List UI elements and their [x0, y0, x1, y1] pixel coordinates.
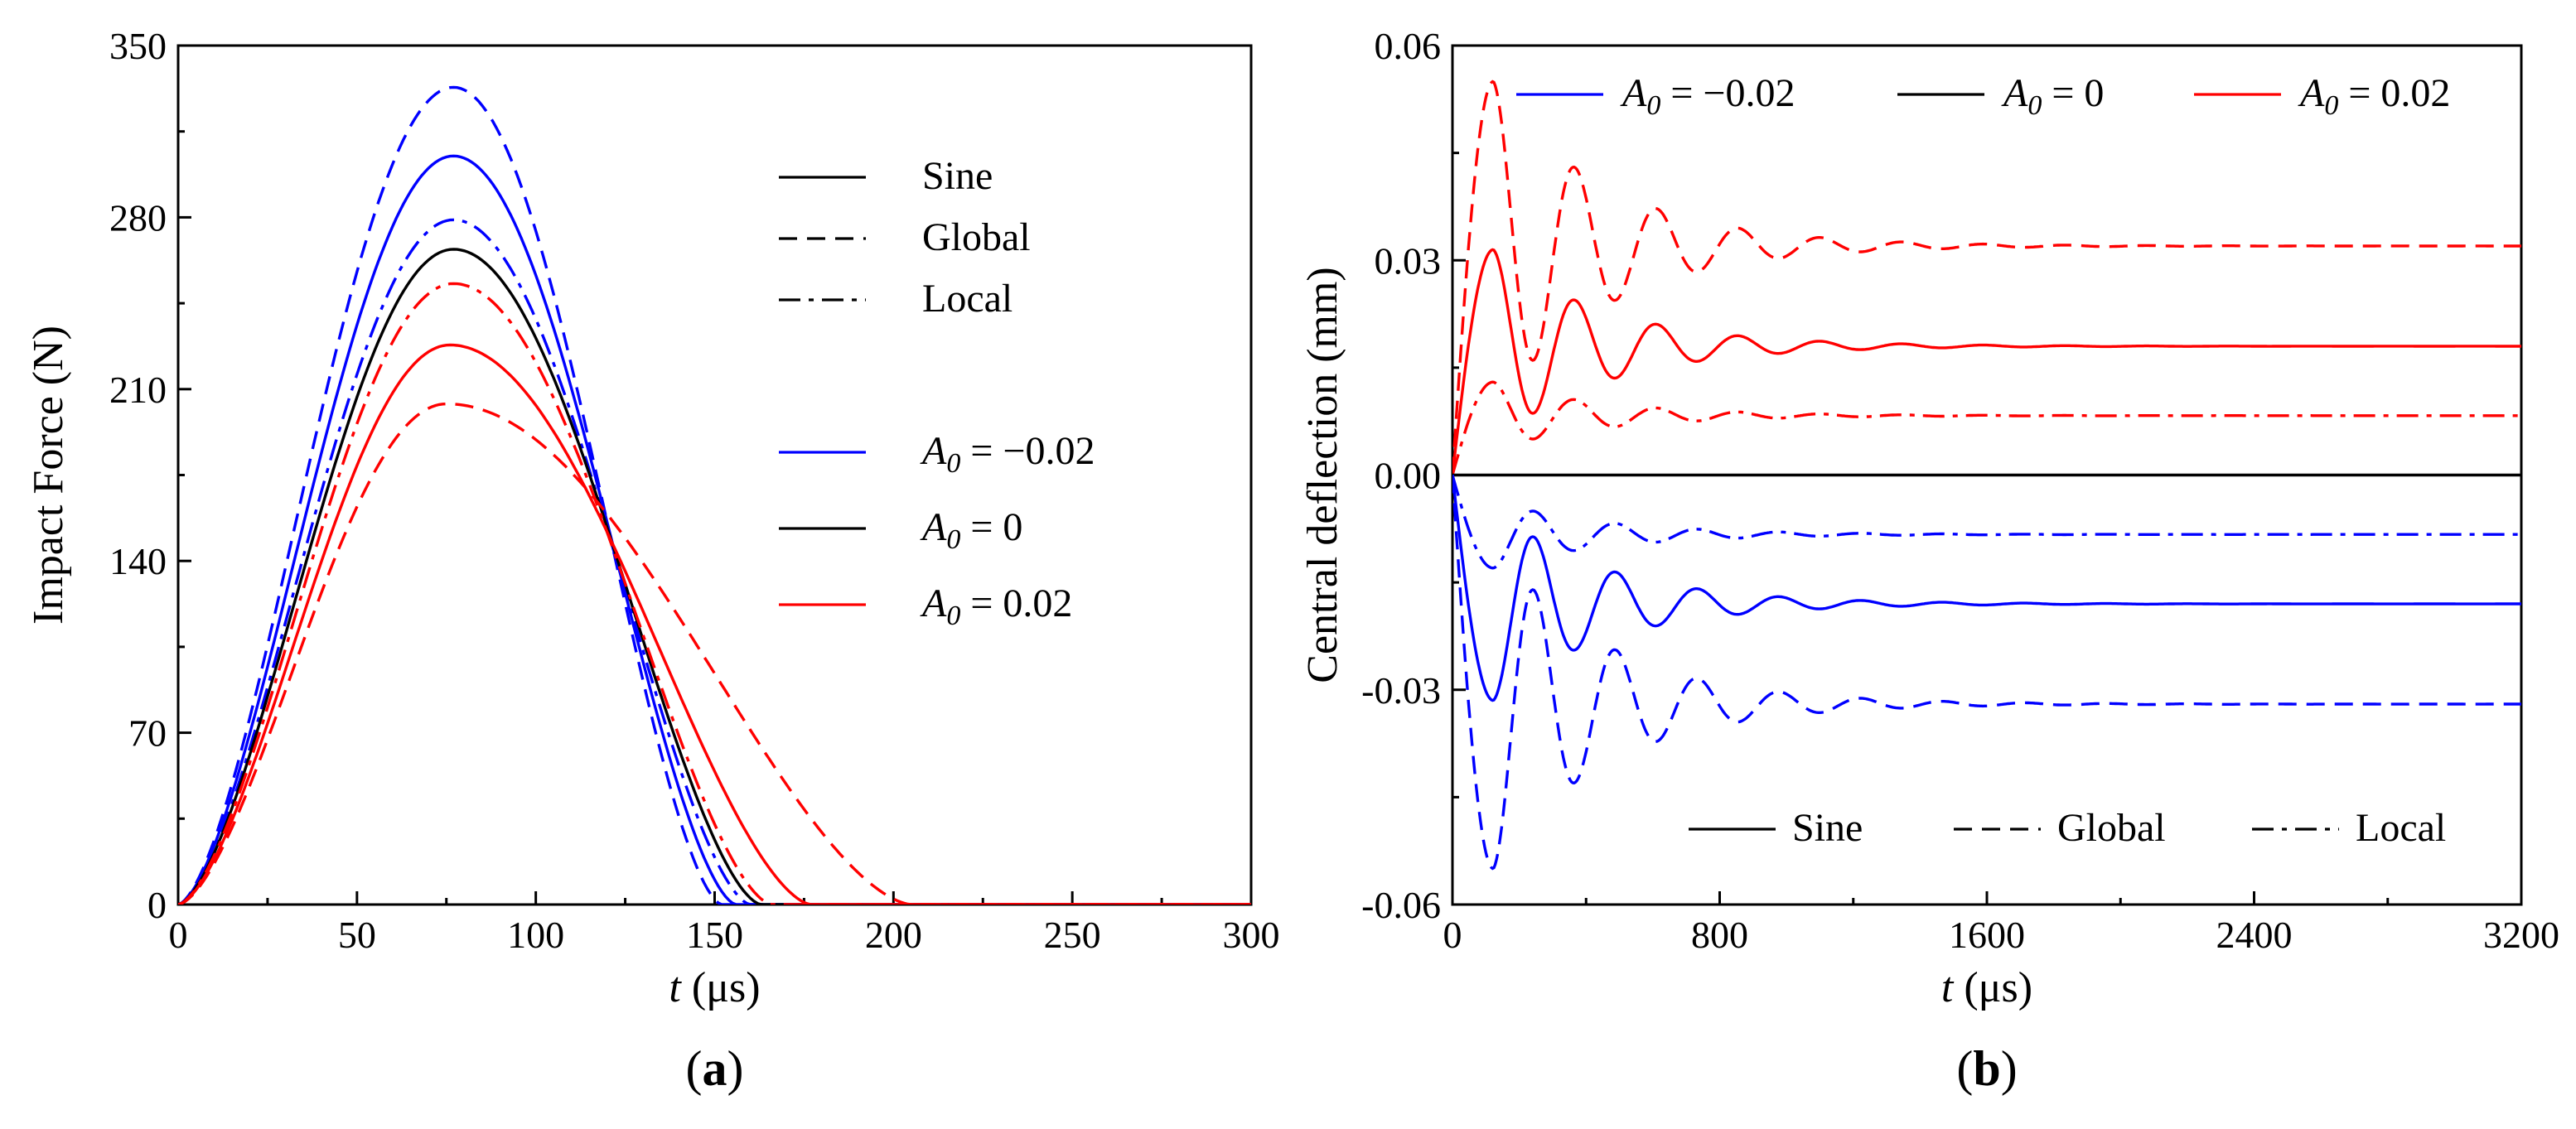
y-axis-label: Central deflection (mm) — [1299, 267, 1346, 683]
series-line — [178, 402, 1251, 905]
legend-label: A0 = 0 — [2001, 71, 2104, 121]
x-tick-label: 300 — [1223, 914, 1280, 956]
series-line — [178, 218, 1251, 905]
chart-panel-b: 0 800 1600 2400 3200 -0.06 -0.03 0.00 0.03 0.06 Ce… — [1299, 25, 2559, 1096]
chart-panel-a: 0 50 100 150 200 250 300 0 70 140 210 280 350 Impact … — [25, 25, 1280, 1096]
series-line — [1452, 475, 2521, 871]
legend-amplitudes: A0 = −0.02 A0 = 0 A0 = 0.02 — [1516, 71, 2450, 121]
legend-label: Global — [2057, 806, 2166, 850]
series-line — [1452, 380, 2521, 475]
series-line — [1452, 475, 2521, 570]
x-axis-label: t (μs) — [1941, 964, 2032, 1011]
series-group — [1452, 80, 2521, 871]
y-tick-label: 0.06 — [1375, 25, 1442, 67]
legend-line-styles: Sine Global Local — [779, 154, 1031, 321]
legend-label: A0 = 0 — [920, 505, 1022, 555]
y-tick-label: -0.06 — [1361, 884, 1441, 926]
y-tick-label: 0.03 — [1375, 239, 1442, 282]
legend-label: A0 = 0.02 — [2298, 71, 2450, 121]
legend-label: A0 = −0.02 — [1620, 71, 1795, 121]
x-tick-label: 2400 — [2216, 914, 2293, 956]
legend-label: Sine — [1792, 806, 1863, 850]
x-tick-label: 50 — [338, 914, 376, 956]
panel-label: (a) — [686, 1041, 744, 1096]
y-tick-label: -0.03 — [1361, 669, 1441, 712]
x-tick-label: 100 — [507, 914, 564, 956]
series-line — [1452, 248, 2521, 475]
y-tick-label: 140 — [109, 540, 167, 582]
y-tick-label: 0 — [147, 884, 167, 926]
legend-label: A0 = 0.02 — [920, 581, 1072, 631]
series-line — [178, 248, 1251, 905]
x-tick-label: 3200 — [2483, 914, 2559, 956]
series-line — [178, 343, 1251, 905]
legend-label: Sine — [922, 154, 993, 198]
series-line — [1452, 80, 2521, 475]
legend-amplitudes: A0 = −0.02 A0 = 0 A0 = 0.02 — [779, 429, 1095, 631]
x-tick-label: 800 — [1691, 914, 1748, 956]
legend-line-styles: Sine Global Local — [1689, 806, 2446, 850]
legend-label: Local — [2356, 806, 2446, 850]
legend-label: Global — [922, 215, 1031, 259]
series-group — [178, 85, 1251, 905]
x-tick-label: 0 — [1443, 914, 1462, 956]
x-tick-label: 200 — [865, 914, 922, 956]
y-tick-label: 0.00 — [1375, 455, 1442, 497]
x-tick-label: 1600 — [1949, 914, 2025, 956]
x-tick-label: 250 — [1044, 914, 1101, 956]
y-axis-label: Impact Force (N) — [25, 326, 72, 625]
x-tick-label: 150 — [686, 914, 743, 956]
panel-label: (b) — [1956, 1041, 2017, 1096]
series-line — [1452, 475, 2521, 702]
legend-label: Local — [922, 277, 1013, 321]
series-line — [178, 85, 1251, 905]
y-tick-label: 70 — [128, 712, 167, 755]
series-line — [178, 154, 1251, 905]
y-tick-label: 210 — [109, 369, 167, 411]
x-axis-label: t (μs) — [669, 964, 760, 1011]
legend-label: A0 = −0.02 — [920, 429, 1095, 479]
y-tick-label: 280 — [109, 196, 167, 239]
series-line — [178, 282, 1251, 905]
x-tick-label: 0 — [169, 914, 188, 956]
y-tick-label: 350 — [109, 25, 167, 67]
